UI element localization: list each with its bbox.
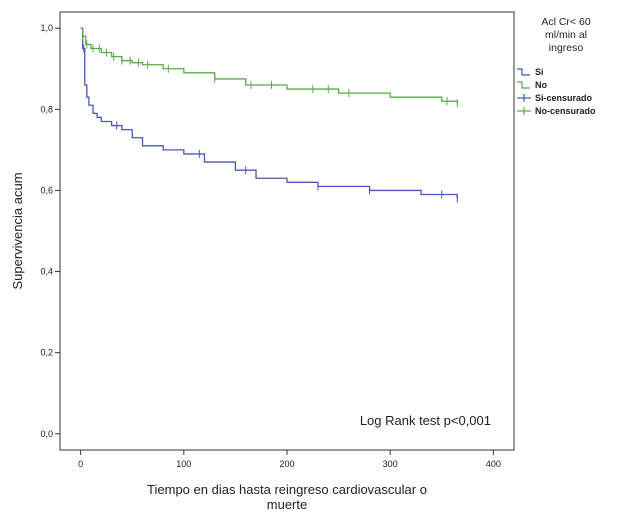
legend-label: No-censurado [535, 106, 596, 116]
y-tick-label: 1,0 [40, 23, 53, 33]
series-layer [80, 27, 458, 203]
x-tick-label: 300 [383, 459, 398, 469]
legend-swatch [517, 81, 530, 89]
legend-entries: Si No Si-censurado No-censurado [517, 67, 596, 116]
legend-title-line3: ingreso [549, 42, 584, 54]
plot-area [59, 11, 515, 451]
legend-label: No [535, 80, 547, 90]
x-tick-label: 200 [279, 459, 294, 469]
series-line-no [80, 27, 458, 104]
y-tick-label: 0,2 [40, 348, 53, 358]
legend-title-line2: ml/min al [545, 29, 587, 41]
legend: Acl Cr< 60 ml/min al ingreso Si No Si-cens… [517, 16, 596, 116]
x-tick-label: 400 [486, 459, 501, 469]
y-tick-label: 0,0 [40, 429, 53, 439]
x-axis-title-line1: Tiempo en dias hasta reingreso cardiovas… [147, 482, 427, 497]
legend-title-line1: Acl Cr< 60 [541, 16, 590, 28]
y-tick-label: 0,8 [40, 104, 53, 114]
y-tick-label: 0,4 [40, 267, 53, 277]
annotation-log-rank: Log Rank test p<0,001 [360, 413, 491, 428]
y-tick-label: 0,6 [40, 185, 53, 195]
series-line-si [80, 27, 458, 199]
legend-swatch [517, 68, 530, 76]
x-tick-label: 0 [78, 459, 83, 469]
x-axis-title-line2: muerte [267, 497, 307, 512]
legend-label: Si-censurado [535, 93, 593, 103]
y-axis-title: Supervivencia acum [10, 172, 25, 289]
y-axis: 0,0 0,2 0,4 0,6 0,8 1,0 [40, 23, 60, 439]
x-axis: 0 100 200 300 400 [78, 450, 501, 469]
legend-label: Si [535, 67, 544, 77]
x-tick-label: 100 [176, 459, 191, 469]
